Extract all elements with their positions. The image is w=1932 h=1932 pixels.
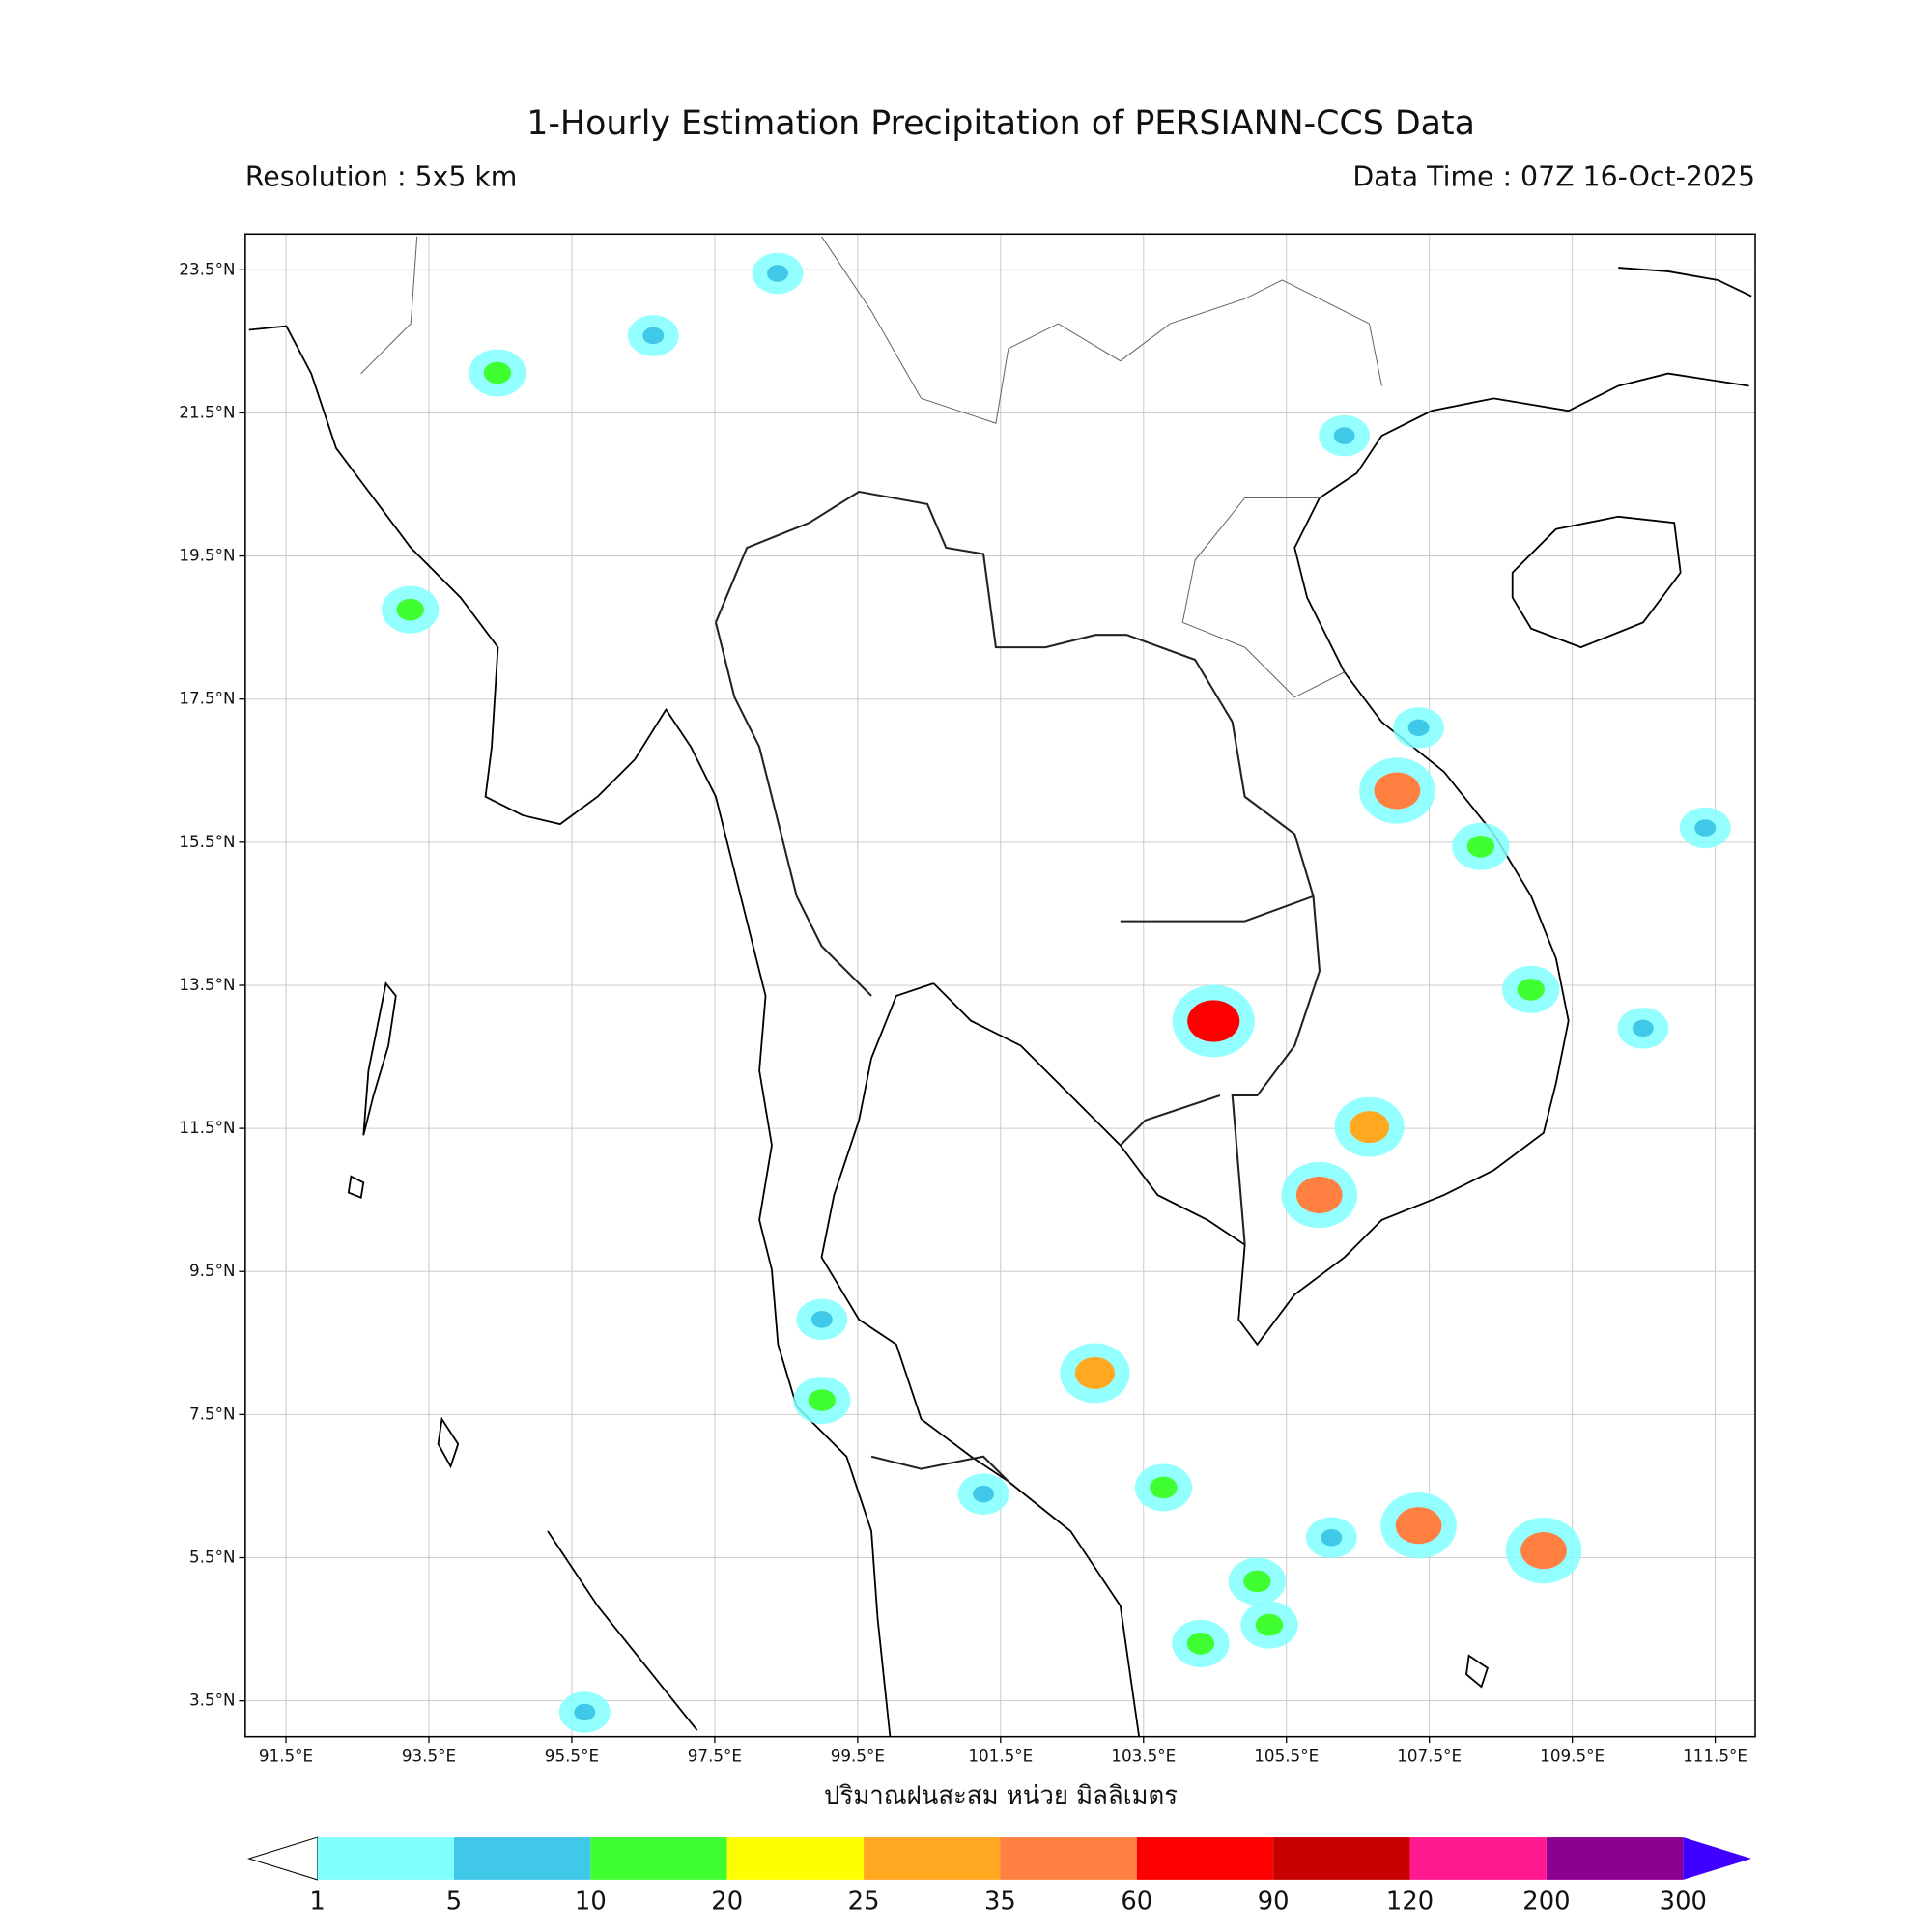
colorbar-label: 120 (1386, 1888, 1434, 1917)
colorbar-label: 35 (984, 1888, 1016, 1917)
rain-cell (1407, 719, 1430, 737)
colorbar-segment (1546, 1837, 1684, 1880)
rain-cell (1632, 1019, 1654, 1037)
x-tick-label: 107.5°E (1397, 1746, 1462, 1765)
rain-cell (1186, 1633, 1215, 1655)
rain-cell (642, 327, 665, 345)
colorbar-segment (317, 1837, 454, 1880)
x-tick-label: 95.5°E (545, 1746, 599, 1765)
y-tick-label: 23.5°N (179, 259, 235, 278)
coastline (1618, 267, 1752, 298)
island (437, 1416, 460, 1469)
basemap (248, 236, 1752, 1737)
rain-cell (1374, 772, 1421, 810)
rain-cell (1150, 1476, 1178, 1499)
y-tick-label: 7.5°N (189, 1404, 236, 1423)
thailand-border (715, 490, 1321, 1245)
x-tick-label: 97.5°E (688, 1746, 742, 1765)
y-tick-label: 9.5°N (189, 1261, 236, 1280)
rain-cell (808, 1389, 837, 1411)
country-border (360, 236, 1382, 698)
rain-cell (396, 598, 424, 621)
colorbar-segment (864, 1837, 1001, 1880)
resolution: Resolution : 5x5 km (245, 160, 518, 192)
x-tick-label: 101.5°E (968, 1746, 1033, 1765)
colorbar-over (1683, 1837, 1752, 1880)
precipitation (382, 252, 1731, 1733)
rain-cell (1321, 1529, 1343, 1547)
colorbar-label: 10 (575, 1888, 607, 1917)
rain-cell (1395, 1507, 1442, 1545)
colorbar-label: 5 (446, 1888, 462, 1917)
x-tick-label: 99.5°E (831, 1746, 885, 1765)
rain-cell (1517, 979, 1545, 1001)
colorbar-label: 60 (1121, 1888, 1152, 1917)
rain-cell (1187, 1000, 1240, 1042)
rain-cell (1466, 835, 1495, 858)
rain-cell (1255, 1613, 1284, 1636)
island (347, 1175, 365, 1199)
rain-cell (1333, 427, 1355, 444)
colorbar-label: 200 (1522, 1888, 1570, 1917)
axes: 91.5°E 93.5°E 95.5°E 97.5°E 99.5°E 101.5°E 103… (179, 259, 1747, 1765)
rain-cell (767, 265, 788, 282)
x-tick-label: 105.5°E (1254, 1746, 1319, 1765)
y-tick-label: 13.5°N (179, 975, 235, 994)
y-tick-label: 5.5°N (189, 1548, 236, 1567)
title: 1-Hourly Estimation Precipitation of PER… (526, 104, 1475, 143)
colorbar-segment (726, 1837, 865, 1880)
rain-cell (810, 1311, 833, 1328)
rain-cell (1243, 1570, 1271, 1593)
rain-cell (1694, 819, 1717, 837)
colorbar-segment (1000, 1837, 1137, 1880)
island (1465, 1654, 1490, 1689)
y-tick-label: 17.5°N (179, 689, 235, 708)
x-axis-label: ปริมาณฝนสะสม หน่วย มิลลิเมตร (824, 1781, 1178, 1810)
y-tick-label: 19.5°N (179, 546, 235, 565)
rain-cell (1074, 1356, 1116, 1389)
colorbar-label: 300 (1660, 1888, 1707, 1917)
colorbar-segment (453, 1837, 591, 1880)
coastline (248, 325, 892, 1737)
y-tick-label: 15.5°N (179, 832, 235, 851)
y-tick-label: 3.5°N (189, 1690, 236, 1710)
y-tick-label: 21.5°N (179, 402, 235, 421)
colorbar-segment (1136, 1837, 1274, 1880)
rain-cell (574, 1703, 596, 1721)
x-tick-label: 91.5°E (259, 1746, 313, 1765)
hainan (1511, 515, 1682, 649)
rain-cell (483, 361, 512, 384)
x-tick-label: 103.5°E (1111, 1746, 1176, 1765)
rain-cell (1295, 1176, 1343, 1214)
x-tick-label: 109.5°E (1540, 1746, 1605, 1765)
sumatra (547, 1530, 698, 1731)
colorbar-label: 20 (711, 1888, 743, 1917)
rain-cell (1520, 1532, 1567, 1570)
thailand-border (714, 622, 1009, 1483)
colorbar-segment (1273, 1837, 1410, 1880)
data-time: Data Time : 07Z 16-Oct-2025 (1352, 160, 1755, 192)
colorbar-label: 25 (848, 1888, 880, 1917)
y-tick-label: 11.5°N (179, 1118, 235, 1137)
grid (244, 234, 1756, 1737)
colorbar-label: 90 (1258, 1888, 1290, 1917)
coastline (820, 982, 1141, 1737)
rain-cell (1349, 1111, 1390, 1144)
x-tick-label: 93.5°E (402, 1746, 456, 1765)
x-tick-label: 111.5°E (1683, 1746, 1747, 1765)
colorbar-segment (590, 1837, 727, 1880)
rain-cell (973, 1485, 995, 1503)
colorbar: 1 5 10 20 25 35 60 90 120 200 300 (246, 1836, 1752, 1917)
coastline (932, 372, 1749, 1347)
colorbar-segment (1409, 1837, 1547, 1880)
island (362, 980, 397, 1136)
colorbar-label: 1 (309, 1888, 325, 1917)
